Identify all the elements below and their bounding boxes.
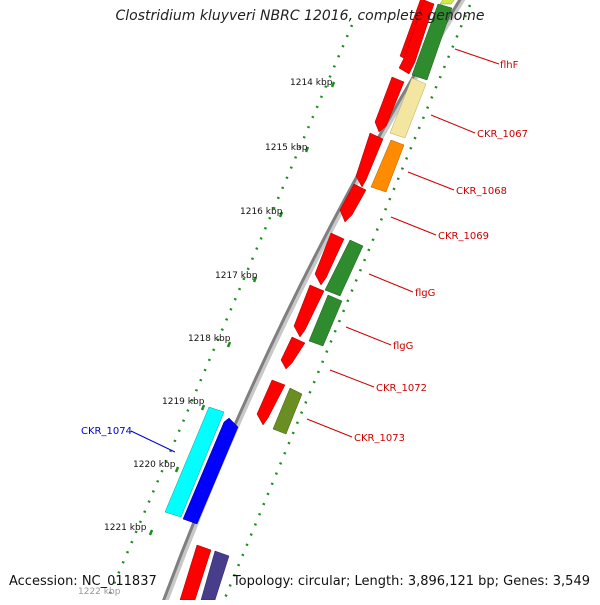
gene-label-CKR_1073[interactable]: CKR_1073 bbox=[354, 433, 405, 444]
gene-label-CKR_1068[interactable]: CKR_1068 bbox=[456, 186, 507, 197]
gene-arrow-flgG-2-forward bbox=[308, 294, 343, 347]
scale-label: 1217 kbp bbox=[215, 271, 258, 281]
leader-flhF bbox=[454, 48, 500, 65]
scale-tick bbox=[174, 466, 180, 473]
scale-label: 1220 kbp bbox=[133, 460, 176, 470]
scale-tick bbox=[278, 211, 284, 218]
gene-arrow-flgG-reverse bbox=[314, 232, 345, 286]
gene-arrow-flhF-forward-yellow bbox=[439, 0, 455, 5]
gene-arrow bbox=[398, 0, 435, 75]
leader-CKR_1067 bbox=[430, 114, 476, 134]
gene-label-flgG[interactable]: flgG bbox=[415, 288, 435, 299]
leader-flgG bbox=[368, 273, 414, 293]
topology-summary-text: Topology: circular; Length: 3,896,121 bp… bbox=[232, 574, 590, 589]
gene-label-CKR_1072[interactable]: CKR_1072 bbox=[376, 383, 427, 394]
scale-label: 1214 kbp bbox=[290, 78, 333, 88]
scale-tick bbox=[148, 529, 154, 536]
gene-arrow-CKR_1067-reverse bbox=[374, 76, 405, 133]
gene-arrow-flhF-forward bbox=[411, 3, 453, 81]
scale-label: 1222 kbp bbox=[78, 587, 121, 597]
accession-text: Accession: NC_011837 bbox=[9, 574, 157, 589]
scale-track bbox=[106, 24, 354, 599]
scale-label: 1218 kbp bbox=[188, 334, 231, 344]
inner-lane-genes bbox=[164, 406, 239, 525]
gene-arrow-CKR_1073-forward bbox=[272, 387, 303, 435]
gene-label-CKR_1067[interactable]: CKR_1067 bbox=[477, 129, 528, 140]
gene-arrow-CKR_1074-blue bbox=[182, 417, 239, 525]
gene-arrow-CKR_1068-reverse bbox=[355, 132, 384, 188]
leader-flgG-2 bbox=[345, 326, 392, 346]
gene-label-CKR_1069[interactable]: CKR_1069 bbox=[438, 231, 489, 242]
leader-CKR_1068 bbox=[407, 171, 455, 191]
gene-arrow-CKR_1074 bbox=[164, 406, 225, 518]
scale-label: 1216 kbp bbox=[240, 207, 283, 217]
label-leaders bbox=[130, 48, 500, 453]
gene-arrow-CKR_1067-forward bbox=[389, 77, 427, 139]
gene-arrow-CKR_1073-reverse bbox=[256, 379, 286, 426]
leader-CKR_1073 bbox=[306, 418, 353, 438]
gene-label-CKR_1074[interactable]: CKR_1074 bbox=[81, 426, 132, 437]
scale-tick bbox=[252, 276, 258, 283]
genome-title: Clostridium kluyveri NBRC 12016, complet… bbox=[115, 8, 485, 24]
scale-tick bbox=[330, 81, 336, 88]
gene-arrow-flgG-2-reverse bbox=[293, 284, 325, 338]
reverse-strand-genes bbox=[179, 0, 435, 601]
gene-label-flgG-2[interactable]: flgG bbox=[393, 341, 413, 352]
gene-arrow-CKR_1072-reverse bbox=[280, 336, 306, 370]
gene-arrow-CKR_1068-forward bbox=[370, 139, 405, 193]
gene-arrow-flgG-forward bbox=[324, 239, 364, 297]
scale-label: 1215 kbp bbox=[265, 143, 308, 153]
leader-CKR_1069 bbox=[390, 216, 437, 236]
leader-CKR_1074 bbox=[130, 430, 176, 453]
forward-strand-genes bbox=[200, 0, 455, 601]
scale-tick bbox=[226, 341, 232, 348]
scale-tick bbox=[200, 404, 206, 411]
gene-arrow-CKR_1069-reverse bbox=[339, 183, 367, 223]
scale-label: 1219 kbp bbox=[162, 397, 205, 407]
feature-track bbox=[223, 4, 472, 599]
gene-label-flhF[interactable]: flhF bbox=[500, 60, 519, 71]
scale-label: 1221 kbp bbox=[104, 523, 147, 533]
leader-CKR_1072 bbox=[329, 369, 375, 388]
scale-ticks bbox=[148, 81, 336, 536]
scale-tick bbox=[304, 146, 310, 153]
